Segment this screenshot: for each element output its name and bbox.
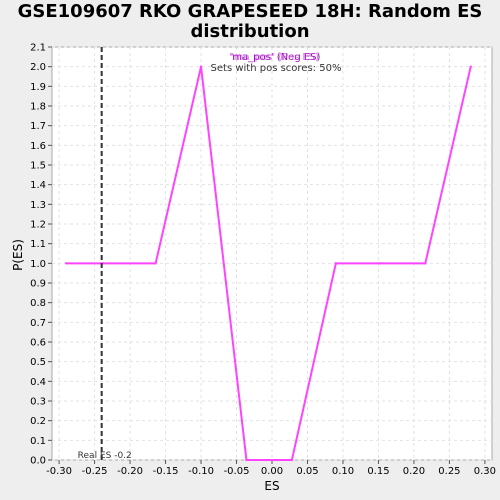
chart-title: GSE109607 RKO GRAPESEED 18H: Random ES d…	[17, 1, 483, 42]
x-tick-label: -0.10	[188, 466, 214, 477]
series-point	[199, 65, 203, 68]
y-tick-label: 0.3	[30, 397, 46, 408]
legend-pos-label: 'ma_pos' (Pos ES)	[231, 52, 319, 63]
y-tick-label: 2.1	[30, 43, 46, 54]
y-tick-label: 1.6	[30, 141, 46, 152]
x-axis-label: ES	[264, 479, 279, 493]
series-point	[469, 65, 472, 68]
y-tick-label: 1.5	[30, 161, 46, 172]
x-tick-label: 0.20	[403, 466, 425, 477]
series-line	[66, 66, 472, 461]
y-tick-label: 0.1	[30, 436, 46, 447]
y-tick-label: 1.0	[30, 259, 46, 270]
y-tick-label: 1.3	[30, 200, 46, 211]
y-tick-label: 0.5	[30, 357, 46, 368]
series-point	[424, 262, 427, 265]
series-point	[378, 262, 382, 265]
y-tick-label: 0.4	[30, 377, 46, 388]
y-tick-label: 0.7	[30, 318, 46, 329]
x-tick-label: 0.15	[367, 466, 389, 477]
y-tick-label: 1.9	[30, 82, 46, 93]
y-tick-label: 1.8	[30, 102, 46, 113]
x-tick-label: 0.10	[332, 466, 354, 477]
y-tick-label: 0.8	[30, 298, 46, 309]
x-tick-label: -0.25	[82, 466, 108, 477]
y-tick-label: 0.6	[30, 338, 46, 349]
series-point	[245, 458, 248, 462]
x-tick-label: 0.25	[438, 466, 460, 477]
series-point	[290, 458, 294, 462]
x-tick-label: 0.00	[261, 466, 283, 477]
y-tick-label: 1.1	[30, 239, 46, 250]
y-tick-label: 0.9	[30, 279, 46, 290]
x-tick-label: 0.30	[474, 466, 496, 477]
subtitle: Sets with pos scores: 50%	[211, 63, 342, 74]
y-tick-label: 1.7	[30, 121, 46, 132]
y-tick-label: 0.0	[30, 456, 46, 467]
y-tick-label: 2.0	[30, 62, 46, 73]
y-tick-label: 0.2	[30, 416, 46, 427]
series-point	[64, 262, 68, 265]
y-tick-label: 1.4	[30, 180, 46, 191]
x-tick-label: -0.15	[153, 466, 179, 477]
x-tick-label: 0.05	[296, 466, 318, 477]
x-tick-label: -0.30	[46, 466, 72, 477]
series-point	[334, 262, 338, 265]
y-tick-label: 1.2	[30, 220, 46, 231]
legend-neg-label: 'ma_pos' (Neg ES)	[230, 52, 321, 63]
real-es-label: Real ES -0.2	[78, 451, 132, 461]
series-point	[154, 262, 157, 265]
x-tick-label: -0.05	[224, 466, 250, 477]
y-axis-label: P(ES)	[11, 239, 25, 271]
x-tick-label: -0.20	[117, 466, 143, 477]
